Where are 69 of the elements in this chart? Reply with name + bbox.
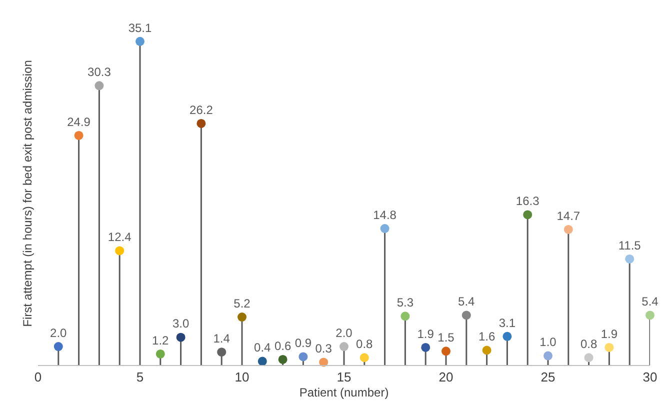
data-label: 5.4	[458, 294, 476, 309]
point	[604, 342, 614, 352]
point	[156, 349, 165, 358]
x-tick-label: 0	[34, 370, 42, 385]
point	[136, 36, 144, 46]
data-label: 3.1	[498, 316, 516, 330]
data-label: 24.9	[67, 114, 91, 129]
data-label: 1.6	[478, 330, 496, 344]
data-label: 12.4	[108, 230, 132, 244]
point	[421, 342, 430, 352]
point	[238, 312, 246, 322]
point	[176, 332, 186, 342]
x-tick-label: 5	[136, 370, 144, 385]
data-label: 14.8	[373, 208, 397, 222]
point	[217, 348, 226, 357]
point	[462, 310, 471, 320]
x-tick-label: 20	[438, 370, 454, 385]
data-label: 11.5	[618, 238, 642, 252]
point	[544, 351, 552, 360]
x-tick-label: 30	[642, 370, 658, 385]
data-label: 5.3	[396, 296, 414, 310]
y-axis-title: First attempt (in hours) for bed exit post admission	[20, 60, 34, 327]
data-label: 14.7	[556, 208, 580, 223]
data-label: 2.0	[336, 326, 353, 340]
data-label: 3.0	[172, 316, 190, 331]
data-label: 0.8	[580, 336, 598, 351]
point	[360, 353, 369, 362]
point	[523, 210, 532, 220]
x-axis-title: Patient (number)	[299, 386, 389, 400]
point	[482, 346, 492, 355]
point	[646, 310, 654, 320]
data-label: 1.0	[540, 335, 557, 350]
point	[94, 81, 104, 90]
data-label: 5.4	[642, 294, 659, 309]
data-label: 0.9	[294, 336, 312, 350]
x-tick-label: 25	[540, 370, 556, 385]
point	[625, 254, 634, 264]
data-label: 5.2	[234, 296, 251, 310]
point	[380, 224, 390, 234]
point	[298, 352, 308, 362]
data-label: 0.4	[254, 340, 272, 355]
data-label: 1.9	[417, 326, 434, 341]
data-label: 0.8	[356, 336, 374, 351]
x-tick-label: 10	[234, 370, 250, 385]
data-label: 1.2	[152, 333, 170, 348]
point	[196, 118, 206, 128]
point	[340, 342, 348, 352]
point	[442, 346, 450, 356]
x-tick-label: 15	[336, 370, 352, 385]
data-label: 0.6	[274, 338, 292, 353]
point	[502, 332, 512, 341]
point	[278, 354, 288, 364]
point	[564, 224, 573, 234]
data-label: 26.2	[190, 102, 214, 117]
data-label: 35.1	[128, 20, 152, 35]
point	[400, 312, 410, 321]
point	[115, 246, 124, 256]
data-label: 30.3	[88, 65, 112, 80]
point	[258, 356, 267, 366]
point	[584, 353, 594, 362]
data-label: 0.3	[315, 342, 332, 356]
point	[54, 342, 63, 352]
point	[74, 130, 84, 140]
data-label: 1.4	[213, 331, 230, 346]
point	[319, 358, 328, 367]
data-label: 1.9	[600, 326, 618, 341]
data-label: 1.5	[438, 330, 455, 345]
data-label: 2.0	[50, 326, 68, 340]
data-label: 16.3	[516, 194, 540, 208]
